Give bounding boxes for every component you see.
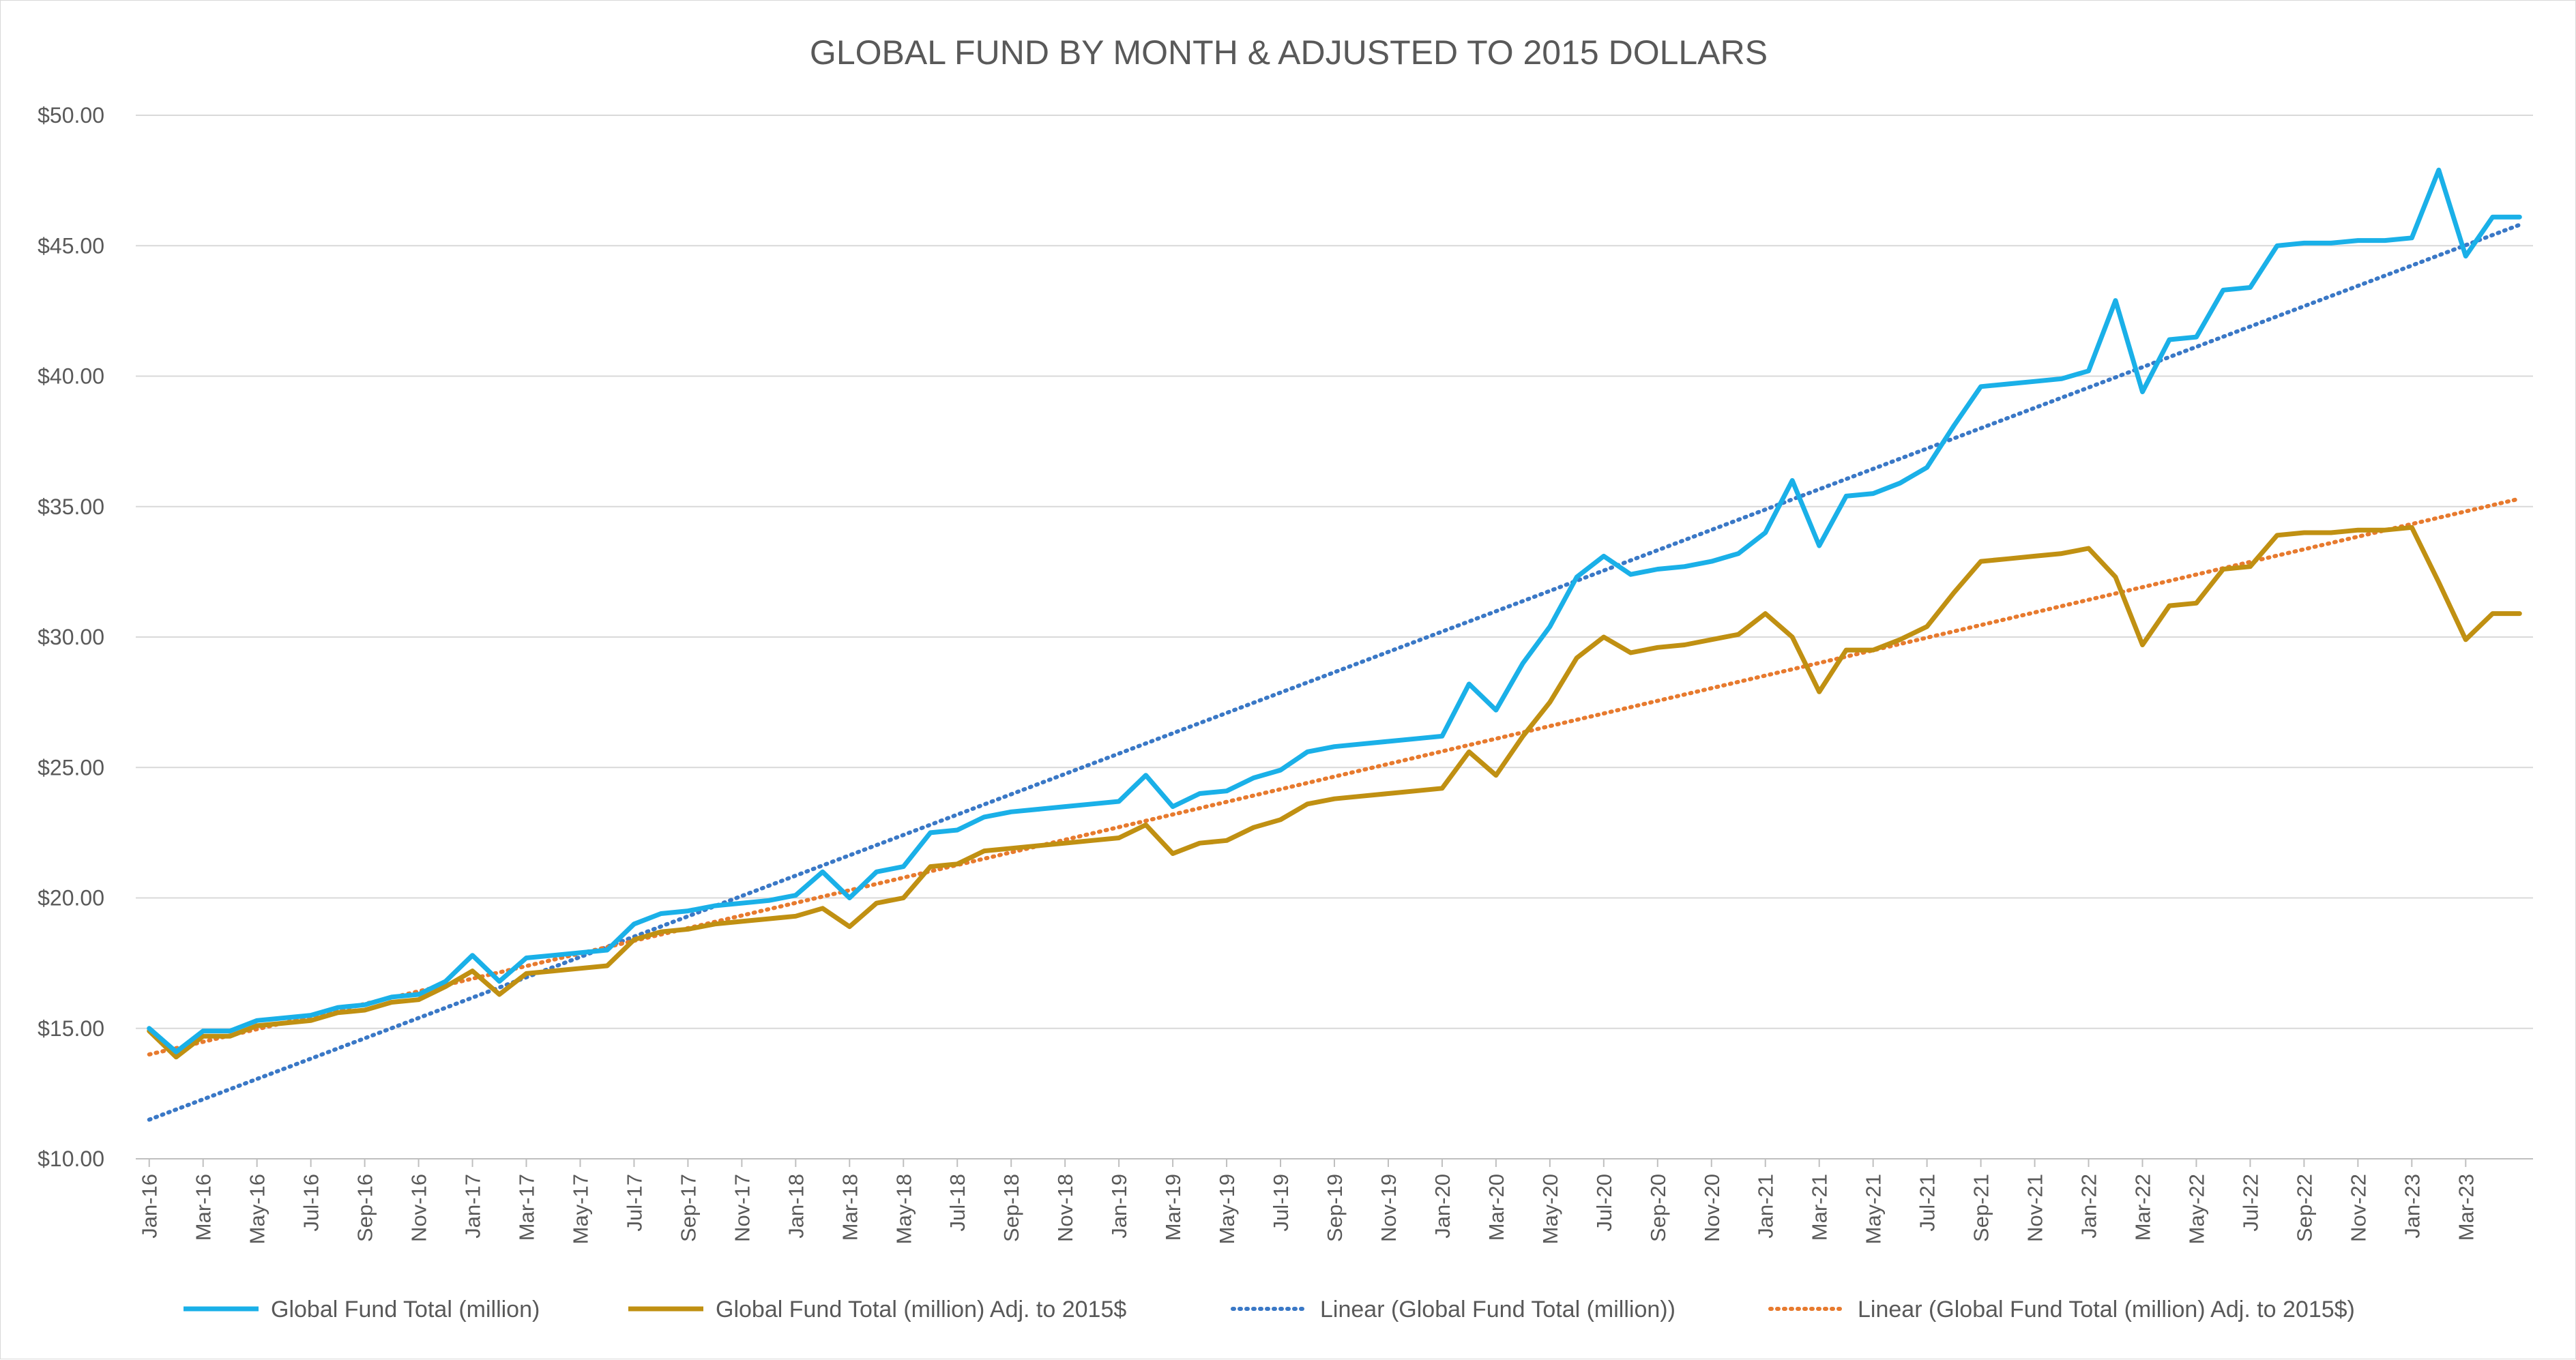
x-axis-tick-labels: Jan-16 Mar-16 May-16 Jul-16 Sep-16 Nov-16 Jan-… bbox=[138, 1174, 2478, 1244]
x-tick-label: Mar-23 bbox=[2454, 1174, 2478, 1241]
trendlines bbox=[147, 222, 2522, 1122]
x-tick-label: Mar-16 bbox=[192, 1174, 216, 1241]
y-tick-label: $50.00 bbox=[38, 103, 104, 128]
x-tick-label: Jan-21 bbox=[1754, 1174, 1778, 1239]
x-tick-label: Jul-16 bbox=[299, 1174, 323, 1231]
x-tick-label: Nov-21 bbox=[2023, 1174, 2047, 1242]
x-tick-label: Jul-22 bbox=[2238, 1174, 2262, 1231]
x-tick-label: Jan-17 bbox=[461, 1174, 485, 1239]
x-tick-label: Sep-16 bbox=[353, 1174, 377, 1242]
x-tick-label: Mar-20 bbox=[1484, 1174, 1508, 1241]
x-tick-label: Mar-22 bbox=[2131, 1174, 2154, 1241]
x-tick-label: Jul-20 bbox=[1592, 1174, 1616, 1231]
x-tick-label: Nov-22 bbox=[2346, 1174, 2370, 1242]
axes bbox=[136, 1158, 2533, 1167]
x-tick-label: May-17 bbox=[568, 1174, 592, 1244]
x-tick-label: Mar-18 bbox=[838, 1174, 862, 1241]
x-tick-label: Jan-20 bbox=[1431, 1174, 1454, 1239]
x-tick-label: Nov-20 bbox=[1700, 1174, 1724, 1242]
y-axis-tick-labels: $10.00 $15.00 $20.00 $25.00 $30.00 $35.00 $40.… bbox=[38, 103, 104, 1171]
x-tick-label: Sep-20 bbox=[1646, 1174, 1670, 1242]
trendline bbox=[147, 222, 2522, 1122]
x-tick-label: May-19 bbox=[1215, 1174, 1239, 1244]
x-tick-label: Mar-21 bbox=[1808, 1174, 1832, 1241]
x-tick-label: Jul-17 bbox=[622, 1174, 646, 1231]
legend-label: Linear (Global Fund Total (million)) bbox=[1320, 1297, 1675, 1322]
x-tick-label: Nov-18 bbox=[1053, 1174, 1077, 1242]
legend-label: Global Fund Total (million) bbox=[271, 1297, 540, 1322]
data-series bbox=[147, 167, 2522, 1060]
y-tick-label: $45.00 bbox=[38, 233, 104, 258]
y-tick-label: $30.00 bbox=[38, 625, 104, 649]
x-tick-label: May-16 bbox=[246, 1174, 269, 1244]
x-tick-label: Sep-22 bbox=[2292, 1174, 2316, 1242]
x-tick-label: Jan-23 bbox=[2400, 1174, 2424, 1239]
y-tick-label: $35.00 bbox=[38, 494, 104, 519]
x-tick-label: Sep-19 bbox=[1323, 1174, 1347, 1242]
x-tick-label: Jan-18 bbox=[784, 1174, 808, 1239]
x-tick-label: Mar-19 bbox=[1161, 1174, 1185, 1241]
x-tick-label: Sep-17 bbox=[676, 1174, 700, 1242]
x-tick-label: May-20 bbox=[1538, 1174, 1562, 1244]
y-tick-label: $40.00 bbox=[38, 364, 104, 389]
legend-label: Global Fund Total (million) Adj. to 2015… bbox=[716, 1297, 1126, 1322]
x-tick-label: Nov-16 bbox=[407, 1174, 431, 1242]
y-tick-label: $10.00 bbox=[38, 1147, 104, 1171]
x-tick-label: May-22 bbox=[2184, 1174, 2208, 1244]
x-tick-label: May-18 bbox=[892, 1174, 916, 1244]
legend: Global Fund Total (million) Global Fund T… bbox=[184, 1297, 2355, 1322]
x-tick-label: Jul-21 bbox=[1916, 1174, 1940, 1231]
gridlines bbox=[136, 115, 2533, 1029]
y-tick-label: $25.00 bbox=[38, 755, 104, 780]
x-tick-label: Nov-17 bbox=[730, 1174, 754, 1242]
x-tick-label: Jan-16 bbox=[138, 1174, 162, 1239]
series-line bbox=[147, 167, 2522, 1054]
chart-title: GLOBAL FUND BY MONTH & ADJUSTED TO 2015 … bbox=[810, 33, 1768, 72]
trendline bbox=[147, 497, 2522, 1056]
x-tick-label: Mar-17 bbox=[515, 1174, 539, 1241]
x-tick-label: Jan-22 bbox=[2077, 1174, 2101, 1239]
x-tick-label: Jan-19 bbox=[1107, 1174, 1131, 1239]
y-tick-label: $20.00 bbox=[38, 886, 104, 911]
x-tick-label: May-21 bbox=[1862, 1174, 1886, 1244]
x-tick-label: Nov-19 bbox=[1377, 1174, 1401, 1242]
series-line bbox=[147, 524, 2522, 1060]
x-tick-label: Sep-18 bbox=[999, 1174, 1023, 1242]
x-tick-label: Jul-18 bbox=[946, 1174, 969, 1231]
y-tick-label: $15.00 bbox=[38, 1016, 104, 1041]
legend-label: Linear (Global Fund Total (million) Adj.… bbox=[1858, 1297, 2355, 1322]
x-tick-label: Jul-19 bbox=[1269, 1174, 1293, 1231]
x-tick-label: Sep-21 bbox=[1970, 1174, 1993, 1242]
